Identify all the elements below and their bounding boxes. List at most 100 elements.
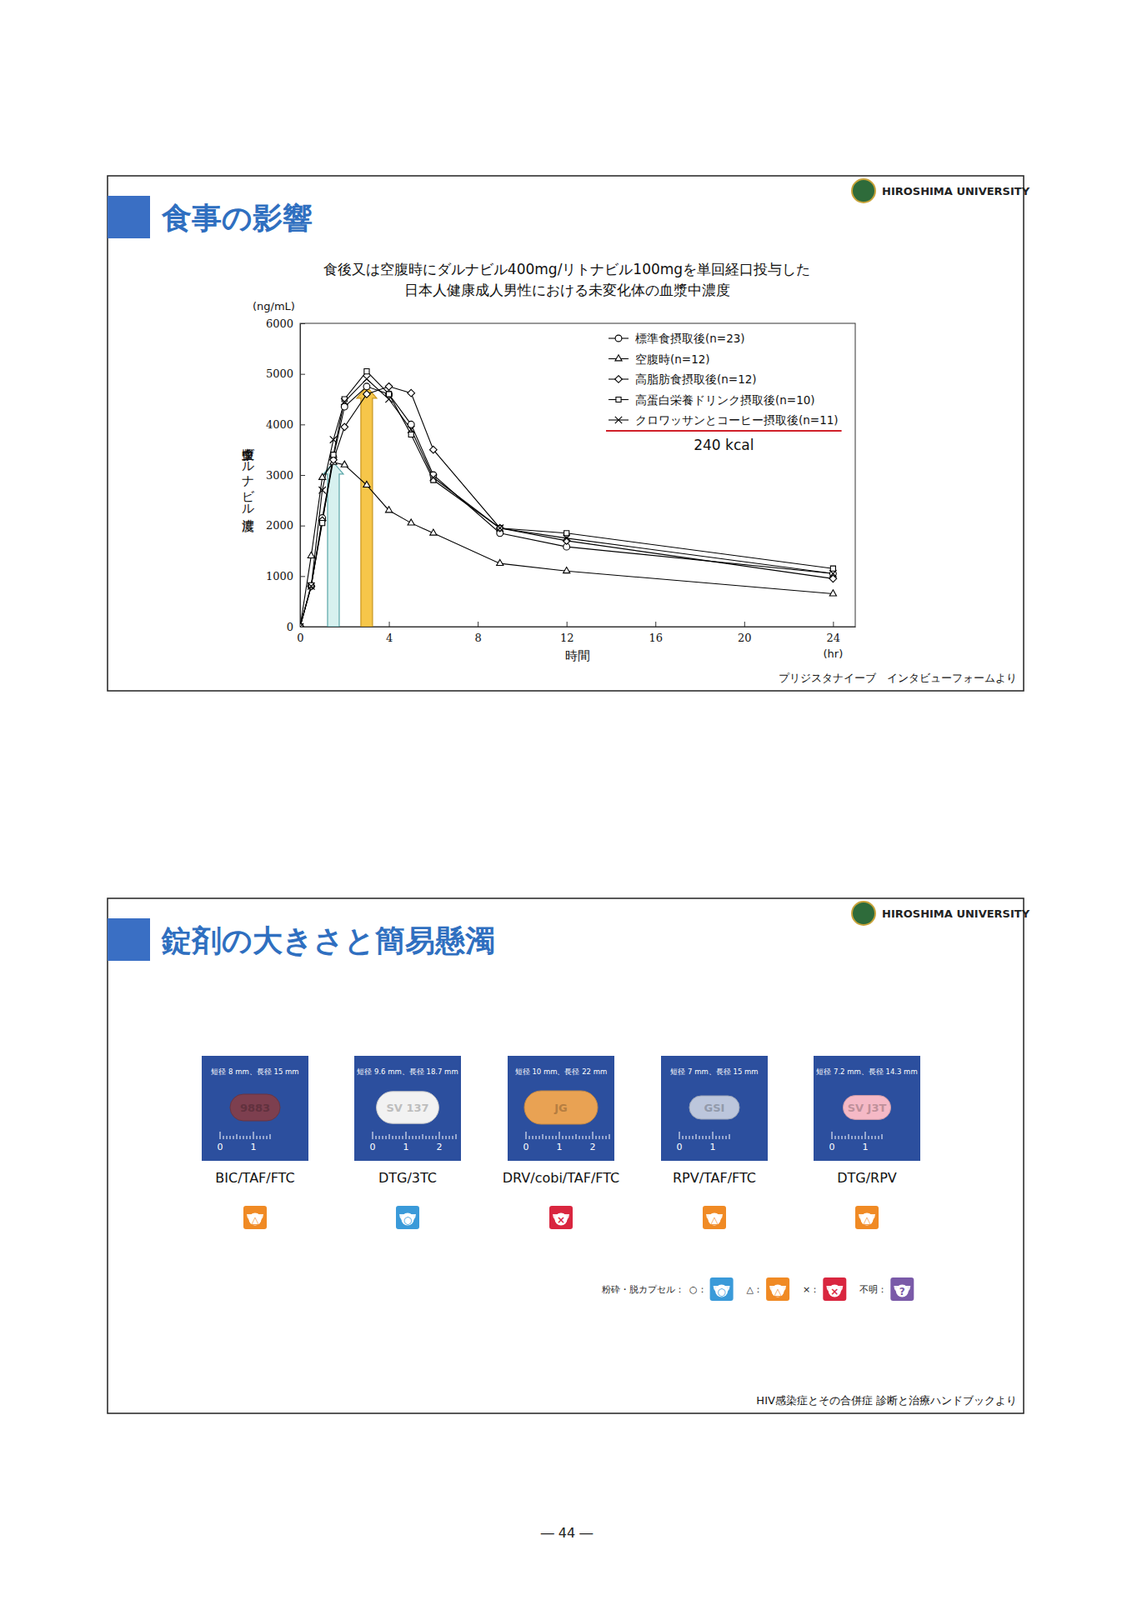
icon-symbol: ×: [830, 1286, 839, 1298]
drug-name: BIC/TAF/FTC: [215, 1170, 295, 1187]
ruler-tick: [379, 1136, 381, 1140]
x-axis-line: [300, 626, 857, 628]
ruler-tick: [726, 1136, 727, 1140]
icon-symbol: ○: [716, 1286, 726, 1298]
series-marker: [564, 530, 570, 536]
ruler-tick: [835, 1136, 837, 1140]
y-tick-mark: [300, 374, 306, 376]
ruler-tick: [609, 1134, 611, 1140]
legend-label: クロワッサンとコーヒー摂取後(n=11): [635, 413, 839, 427]
series-marker: [829, 590, 837, 597]
ruler-tick: [382, 1136, 384, 1140]
y-tick: 4000: [265, 418, 306, 431]
ruler-tick: [529, 1136, 531, 1140]
tablet-caption: 短径 7 mm、長径 15 mm: [670, 1067, 758, 1077]
suspension-icon: ?: [890, 1277, 914, 1302]
ruler-tick: [395, 1136, 397, 1140]
ruler-tick: [562, 1136, 564, 1140]
annotation-underline: [606, 430, 842, 432]
ruler-tick: [729, 1134, 731, 1140]
y-tick-label: 2000: [265, 519, 294, 532]
logo-text: HIROSHIMA UNIVERSITY: [881, 907, 1031, 921]
suspension-icon: △: [243, 1206, 267, 1230]
ruler-tick: [409, 1136, 411, 1140]
card-bg: [354, 1056, 461, 1162]
drug-name: DTG/RPV: [836, 1170, 897, 1187]
ruler-tick: [422, 1134, 424, 1140]
ruler-label: 1: [862, 1142, 869, 1153]
series-marker: [300, 623, 304, 627]
ruler-tick: [592, 1132, 594, 1140]
ruler-label: 0: [829, 1142, 836, 1153]
ruler-tick: [549, 1136, 551, 1140]
legend-label: 高脂肪食摂取後(n=12): [635, 372, 757, 386]
ruler-tick: [722, 1136, 724, 1140]
suspension-icon: ×: [549, 1206, 573, 1230]
ruler-tick: [596, 1136, 597, 1140]
series-marker: [385, 395, 392, 403]
ruler-tick: [402, 1136, 404, 1140]
ruler-tick: [606, 1136, 607, 1140]
series-marker: [385, 391, 391, 397]
card-bg: [201, 1056, 309, 1162]
ruler-tick: [256, 1136, 258, 1140]
legend-symbol: [616, 396, 622, 402]
slide: 錠剤の大きさと簡易懸濁HIROSHIMA UNIVERSITYHIV感染症とその…: [107, 898, 1031, 1414]
series-marker: [364, 369, 370, 375]
legend-label: 空腹時(n=12): [635, 352, 711, 366]
ruler-tick: [270, 1134, 271, 1140]
series-marker: [408, 431, 414, 437]
slide-frame: [107, 898, 1024, 1414]
icon-dot: [249, 1213, 262, 1227]
icon-bg: [822, 1277, 847, 1302]
legend-title: 粉砕・脱カプセル：: [601, 1284, 685, 1296]
icon-dot: [861, 1213, 874, 1227]
icon-symbol: ×: [556, 1214, 566, 1227]
plot-data: [300, 369, 837, 627]
ruler-tick: [686, 1136, 687, 1140]
x-tick: 4: [385, 621, 393, 645]
ruler-tick: [412, 1136, 414, 1140]
tablet-caption: 短径 9.6 mm、長径 18.7 mm: [356, 1067, 458, 1077]
tablet: [524, 1091, 598, 1125]
icon-symbol: ○: [403, 1214, 412, 1227]
ruler-tick: [861, 1136, 863, 1140]
ruler-tick: [539, 1136, 541, 1140]
series-marker: [385, 506, 392, 513]
y-tick-mark: [300, 475, 306, 476]
ruler-label: 0: [217, 1142, 224, 1153]
x-tick: 24: [826, 621, 842, 645]
ruler-tick: [569, 1136, 571, 1140]
ruler-tick: [415, 1136, 417, 1140]
series-marker: [300, 623, 304, 627]
ruler-tick: [405, 1132, 407, 1140]
legend-item-label: ×：: [802, 1284, 820, 1296]
x-tick-label: 12: [560, 631, 575, 645]
ruler-tick: [435, 1136, 437, 1140]
y-tick: 6000: [265, 317, 306, 331]
tablet-card: 短径 7 mm、長径 15 mmGSI01RPV/TAF/FTC△: [661, 1056, 768, 1230]
suspension-icon: △: [855, 1206, 879, 1230]
legend-item-label: 不明：: [859, 1284, 887, 1296]
series-marker: [308, 582, 314, 588]
legend-label: 高蛋白栄養ドリンク摂取後(n=10): [635, 393, 816, 407]
suspension-icon: ○: [395, 1206, 420, 1230]
ruler-tick: [689, 1136, 691, 1140]
ruler-tick: [263, 1136, 265, 1140]
peak-arrow: [323, 462, 344, 627]
ruler-tick: [389, 1134, 391, 1140]
ruler-tick: [699, 1136, 701, 1140]
ruler-tick: [709, 1136, 711, 1140]
ruler-label: 1: [250, 1142, 257, 1153]
ruler-tick: [535, 1136, 537, 1140]
y-tick-label: 4000: [265, 418, 294, 431]
ruler-tick: [682, 1136, 684, 1140]
tablet: [376, 1091, 440, 1124]
icon-symbol: ?: [899, 1286, 906, 1298]
series-marker: [320, 520, 326, 526]
x-tick-mark: [477, 621, 479, 627]
suspension-icon: ○: [710, 1277, 734, 1302]
series-marker: [430, 529, 437, 536]
ruler-tick: [372, 1132, 374, 1140]
tablet: [689, 1096, 740, 1120]
